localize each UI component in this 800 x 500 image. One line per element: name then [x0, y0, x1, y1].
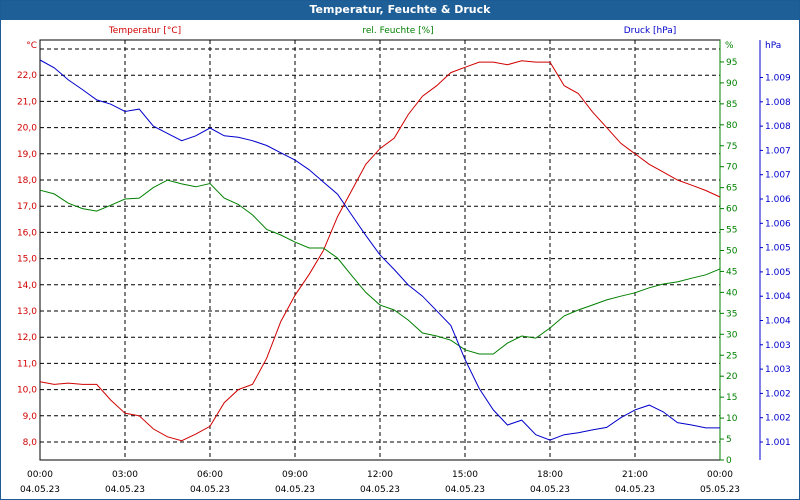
pressure-tick-label: 1.005 [765, 244, 791, 254]
pressure-tick-label: 1.004 [765, 317, 791, 327]
temperature-line [39, 60, 721, 442]
temp-tick-label: 10,0 [17, 386, 37, 396]
series-label-temperature: Temperatur [°C] [108, 26, 181, 36]
pressure-tick-label: 1.004 [765, 292, 791, 302]
temp-tick-label: 18,0 [17, 176, 37, 186]
pressure-tick-label: 1.003 [765, 365, 791, 375]
temp-tick-label: 22,0 [17, 71, 37, 81]
humidity-tick-label: 65 [726, 184, 737, 194]
humidity-tick-label: 95 [726, 58, 737, 68]
humidity-tick-label: 10 [726, 414, 738, 424]
pressure-tick-label: 1.002 [765, 389, 791, 399]
humidity-tick-label: 75 [726, 142, 737, 152]
humidity-tick-label: 35 [726, 309, 737, 319]
x-tick-time: 15:00 [452, 470, 478, 480]
temp-tick-label: 12,0 [17, 333, 37, 343]
humidity-tick-label: 0 [726, 456, 732, 466]
pressure-tick-label: 1.005 [765, 268, 791, 278]
humidity-line [39, 179, 721, 355]
pressure-unit-label: hPa [765, 41, 781, 51]
x-tick-date: 04.05.23 [190, 485, 230, 495]
temp-tick-label: 16,0 [17, 228, 37, 238]
humidity-tick-label: 45 [726, 267, 737, 277]
x-tick-date: 04.05.23 [445, 485, 485, 495]
humidity-tick-label: 5 [726, 435, 732, 445]
pressure-line [39, 59, 720, 441]
x-tick-time: 21:00 [622, 470, 648, 480]
pressure-tick-label: 1.006 [765, 195, 791, 205]
x-tick-time: 00:00 [27, 470, 53, 480]
x-tick-time: 18:00 [537, 470, 563, 480]
humidity-tick-label: 60 [726, 205, 738, 215]
temp-tick-label: 17,0 [17, 202, 37, 212]
x-tick-time: 09:00 [282, 470, 308, 480]
x-tick-date: 04.05.23 [615, 485, 655, 495]
humidity-tick-label: 50 [726, 247, 738, 257]
x-tick-date: 04.05.23 [360, 485, 400, 495]
humidity-tick-label: 85 [726, 100, 737, 110]
x-tick-date: 05.05.23 [700, 485, 740, 495]
x-tick-date: 04.05.23 [275, 485, 315, 495]
temp-tick-label: 14,0 [17, 281, 37, 291]
temp-tick-label: 19,0 [17, 150, 37, 160]
temp-tick-label: 20,0 [17, 124, 37, 134]
pressure-tick-label: 1.009 [765, 74, 791, 84]
temp-tick-label: 13,0 [17, 307, 37, 317]
humidity-tick-label: 15 [726, 393, 737, 403]
series-label-pressure: Druck [hPa] [624, 26, 677, 36]
humidity-tick-label: 40 [726, 288, 738, 298]
temp-tick-label: 21,0 [17, 97, 37, 107]
x-tick-time: 00:00 [707, 470, 733, 480]
x-tick-time: 03:00 [112, 470, 138, 480]
temp-unit-label: °C [26, 41, 37, 51]
pressure-tick-label: 1.007 [765, 146, 791, 156]
pressure-tick-label: 1.006 [765, 219, 791, 229]
x-tick-time: 06:00 [197, 470, 223, 480]
humidity-unit-label: % [725, 41, 734, 51]
pressure-tick-label: 1.008 [765, 98, 791, 108]
x-tick-date: 04.05.23 [105, 485, 145, 495]
humidity-tick-label: 20 [726, 372, 738, 382]
pressure-tick-label: 1.008 [765, 122, 791, 132]
humidity-tick-label: 25 [726, 351, 737, 361]
pressure-tick-label: 1.007 [765, 171, 791, 181]
humidity-tick-label: 55 [726, 226, 737, 236]
series-label-humidity: rel. Feuchte [%] [362, 26, 433, 36]
humidity-tick-label: 90 [726, 79, 738, 89]
humidity-tick-label: 80 [726, 121, 738, 131]
window-title: Temperatur, Feuchte & Druck [1, 1, 799, 20]
temp-tick-label: 11,0 [17, 359, 37, 369]
x-tick-date: 04.05.23 [20, 485, 60, 495]
pressure-tick-label: 1.001 [765, 438, 791, 448]
pressure-tick-label: 1.002 [765, 414, 791, 424]
humidity-tick-label: 70 [726, 163, 738, 173]
temp-tick-label: 9,0 [23, 412, 38, 422]
x-tick-date: 04.05.23 [530, 485, 570, 495]
temp-tick-label: 15,0 [17, 255, 37, 265]
x-tick-time: 12:00 [367, 470, 393, 480]
humidity-tick-label: 30 [726, 330, 738, 340]
pressure-tick-label: 1.003 [765, 341, 791, 351]
temp-tick-label: 8,0 [23, 438, 38, 448]
